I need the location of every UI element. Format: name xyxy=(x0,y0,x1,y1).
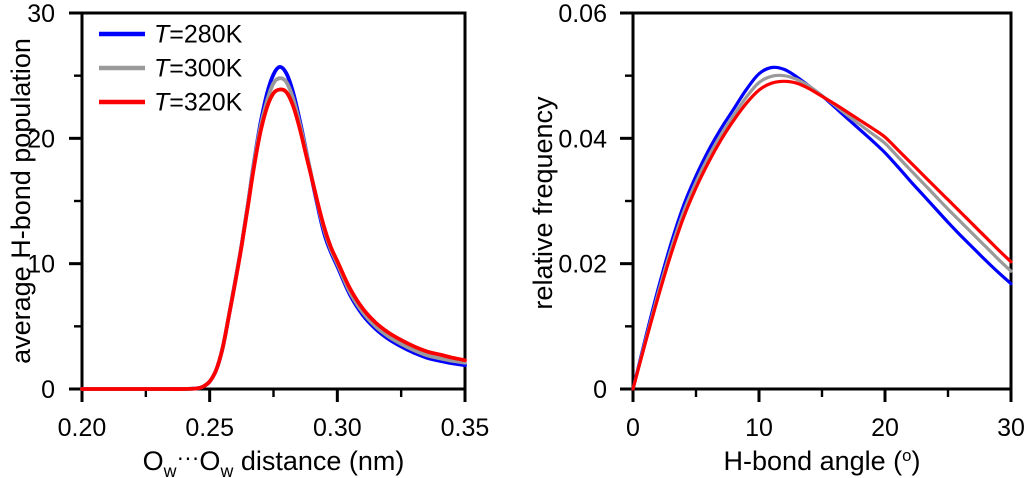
series-line-t320k xyxy=(631,79,1013,391)
y-tick-label: 0 xyxy=(41,376,55,404)
legend-label: T=280K xyxy=(154,21,243,49)
x-tick-label: 0 xyxy=(626,414,640,442)
y-tick-label: 30 xyxy=(27,0,55,28)
y-axis-title: average H-bond population xyxy=(6,38,36,364)
y-tick-label: 20 xyxy=(27,125,55,153)
y-axis-title: relative frequency xyxy=(528,96,558,310)
x-tick-label: 0.30 xyxy=(313,414,362,442)
series-line-t300k xyxy=(631,73,1013,391)
x-tick-label: 0.35 xyxy=(441,414,490,442)
legend-item-t280k: T=280K xyxy=(99,21,243,49)
legend-item-t320k: T=320K xyxy=(99,89,243,117)
x-axis-title: H-bond angle (o) xyxy=(724,446,921,476)
y-tick-label: 0.02 xyxy=(558,251,607,279)
x-tick-label: 30 xyxy=(997,414,1024,442)
y-tick-label: 0.04 xyxy=(558,125,607,153)
legend: T=280K T=300K T=320K xyxy=(99,21,243,117)
left-chart: 0.20 0.25 0.30 0.35 0 10 20 30 Ow···Ow distance … xyxy=(6,0,489,478)
x-tick-label: 0.25 xyxy=(185,414,234,442)
series-line-t320k xyxy=(80,87,467,391)
x-tick-label: 0.20 xyxy=(58,414,107,442)
x-axis-title: Ow···Ow distance (nm) xyxy=(143,444,405,478)
x-tick-label: 10 xyxy=(745,414,773,442)
right-chart: 0 10 20 30 0 0.02 0.04 0.06 H-bond angle (o) rela… xyxy=(528,0,1024,476)
y-tick-label: 0.06 xyxy=(558,0,607,28)
y-tick-label: 10 xyxy=(27,251,55,279)
legend-item-t300k: T=300K xyxy=(99,55,243,83)
series-line-t280k xyxy=(631,65,1013,391)
series-line-t280k xyxy=(80,65,467,391)
y-tick-label: 0 xyxy=(593,376,607,404)
legend-label: T=320K xyxy=(154,89,243,117)
x-tick-label: 20 xyxy=(871,414,899,442)
legend-label: T=300K xyxy=(154,55,243,83)
